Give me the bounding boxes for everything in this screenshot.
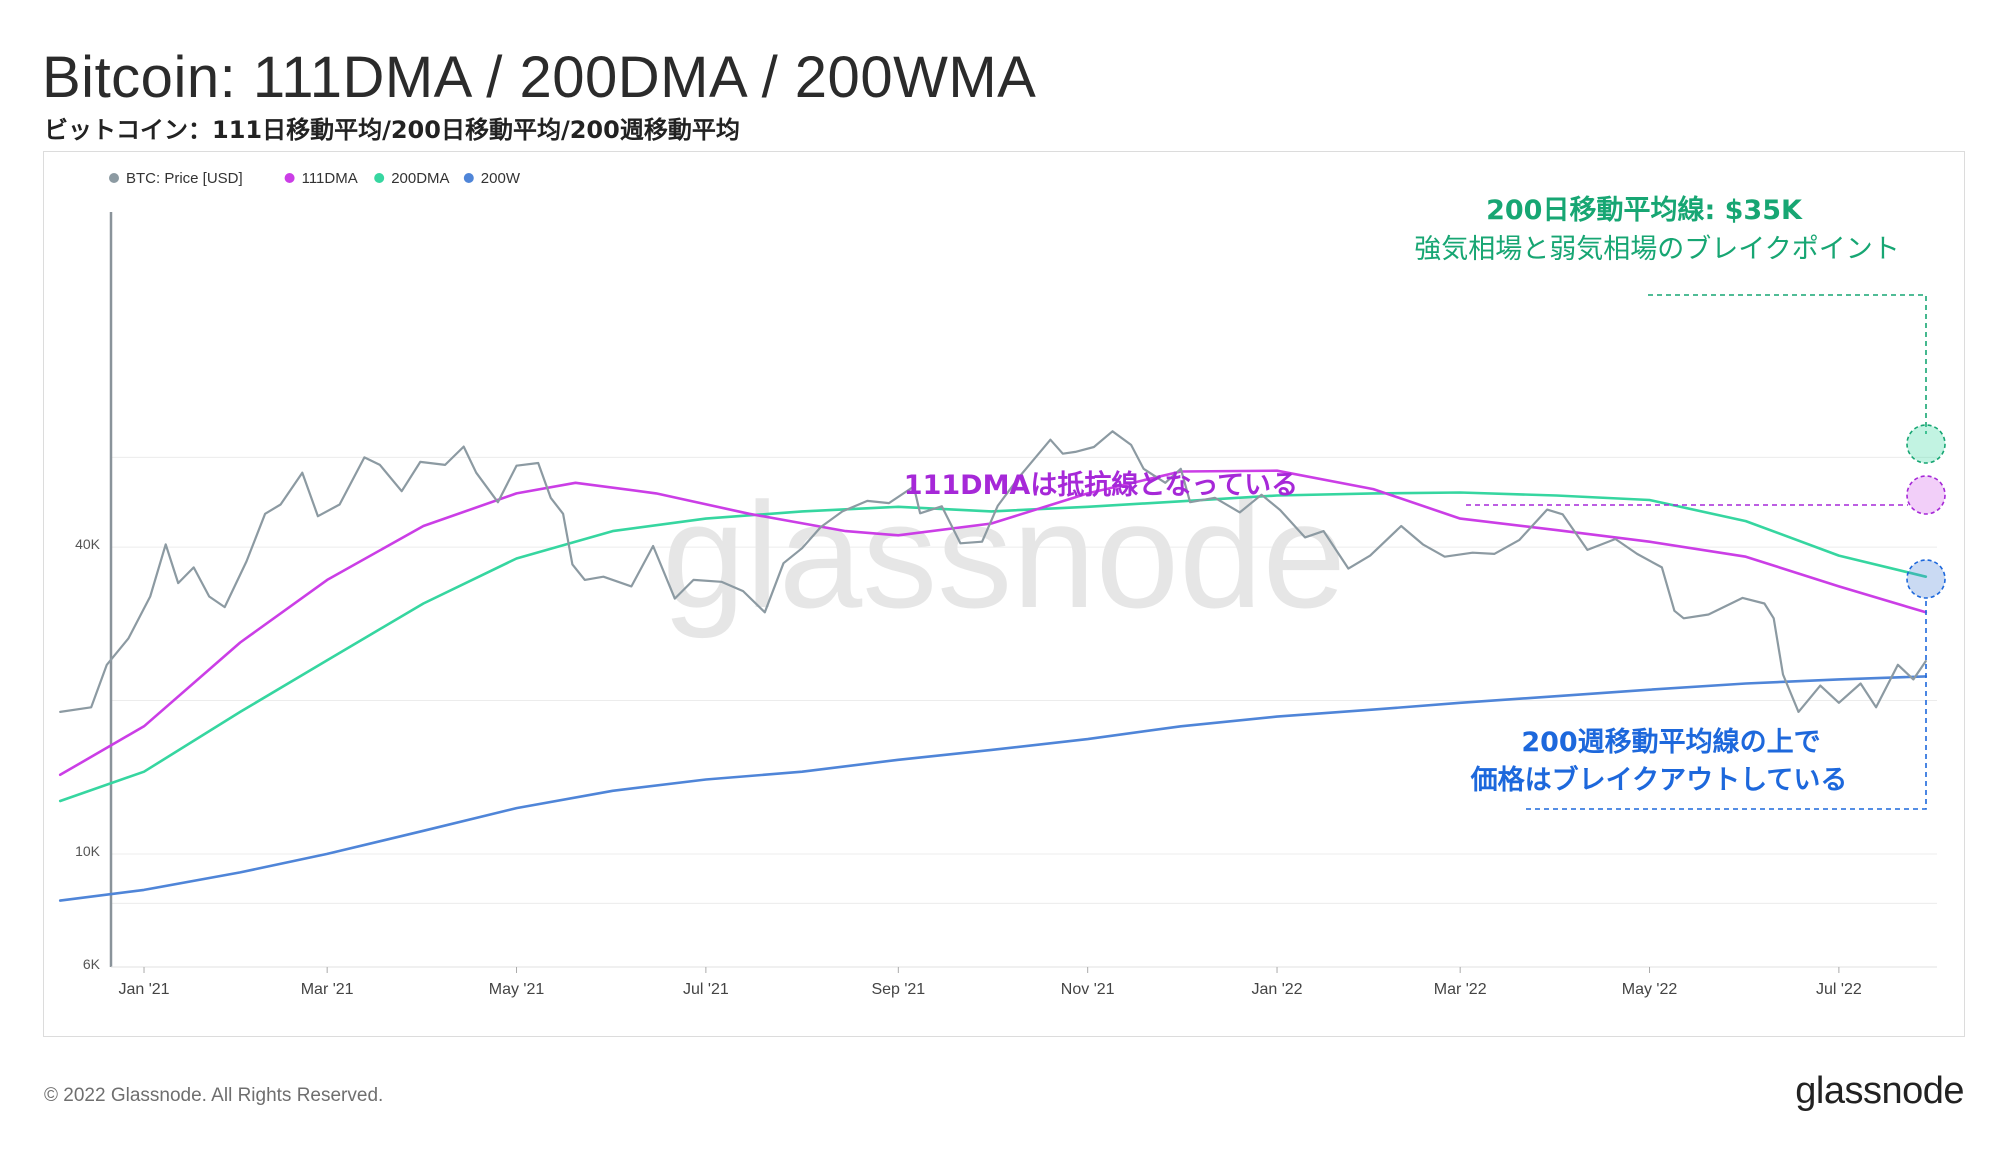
page-subtitle: ビットコイン：111日移動平均/200日移動平均/200週移動平均 bbox=[44, 116, 740, 144]
annotation-200dma-title: 200日移動平均線: $35K bbox=[1486, 194, 1803, 226]
series-line-price bbox=[59, 430, 1927, 714]
legend-label-price: BTC: Price [USD] bbox=[126, 170, 243, 187]
x-tick-label: Mar '21 bbox=[301, 981, 354, 998]
x-axis: Jan '21 Mar '21 May '21 Jul '21 Sep '21 Nov '… bbox=[111, 966, 1937, 998]
y-axis: 6K 10K 40K bbox=[75, 212, 113, 972]
y-tick-label: 40K bbox=[75, 536, 101, 552]
legend-swatch-wma200 bbox=[463, 173, 474, 183]
x-tick-label: Jul '22 bbox=[1816, 981, 1862, 998]
legend-swatch-price bbox=[109, 173, 119, 183]
annotation-200w-line1: 200週移動平均線の上で bbox=[1521, 726, 1820, 758]
annotations: 200日移動平均線: $35K 強気相場と弱気相場のブレイクポイント 111DM… bbox=[904, 194, 1946, 810]
x-tick-label: Jan '21 bbox=[118, 981, 169, 998]
series-line-dma111 bbox=[58, 469, 1928, 777]
annotation-200w-line2: 価格はブレイクアウトしている bbox=[1470, 764, 1848, 796]
series-line-wma200 bbox=[58, 675, 1928, 902]
x-tick-label: Nov '21 bbox=[1061, 981, 1115, 998]
glassnode-logo: glassnode bbox=[1795, 1070, 1964, 1112]
annotation-200dma-subtitle: 強気相場と弱気相場のブレイクポイント bbox=[1414, 234, 1899, 265]
annotation-200w-marker bbox=[1906, 559, 1946, 599]
legend-label-wma200: 200W bbox=[481, 170, 521, 187]
y-tick-label: 10K bbox=[75, 843, 101, 859]
y-tick-label: 6K bbox=[83, 956, 101, 972]
x-tick-label: Jan '22 bbox=[1251, 981, 1302, 998]
x-tick-label: Sep '21 bbox=[871, 981, 925, 998]
annotation-111dma-marker bbox=[1906, 475, 1946, 515]
copyright-text: © 2022 Glassnode. All Rights Reserved. bbox=[44, 1085, 384, 1106]
legend-swatch-dma200 bbox=[374, 173, 385, 183]
annotation-111dma-title: 111DMAは抵抗線となっている bbox=[904, 469, 1298, 501]
page-title: Bitcoin: 111DMA / 200DMA / 200WMA bbox=[42, 45, 1037, 110]
legend: BTC: Price [USD] 111DMA 200DMA 200W bbox=[109, 170, 521, 187]
annotation-200dma-marker bbox=[1906, 424, 1946, 464]
series-layer bbox=[58, 430, 1928, 902]
series-line-dma200 bbox=[58, 491, 1928, 803]
x-tick-label: Mar '22 bbox=[1434, 981, 1487, 998]
annotation-200dma-leader bbox=[1648, 294, 1927, 434]
legend-label-dma200: 200DMA bbox=[391, 170, 449, 187]
x-tick-label: May '22 bbox=[1622, 981, 1678, 998]
legend-label-dma111: 111DMA bbox=[302, 170, 358, 187]
x-tick-label: Jul '21 bbox=[683, 981, 729, 998]
chart-svg: glassnode BTC: Price [USD] 111DMA 200DMA 20… bbox=[58, 170, 1946, 998]
chart-container: glassnode BTC: Price [USD] 111DMA 200DMA 20… bbox=[43, 151, 1965, 1037]
x-tick-label: May '21 bbox=[489, 981, 545, 998]
legend-swatch-dma111 bbox=[284, 173, 295, 183]
annotation-200w-leader bbox=[1526, 597, 1927, 810]
